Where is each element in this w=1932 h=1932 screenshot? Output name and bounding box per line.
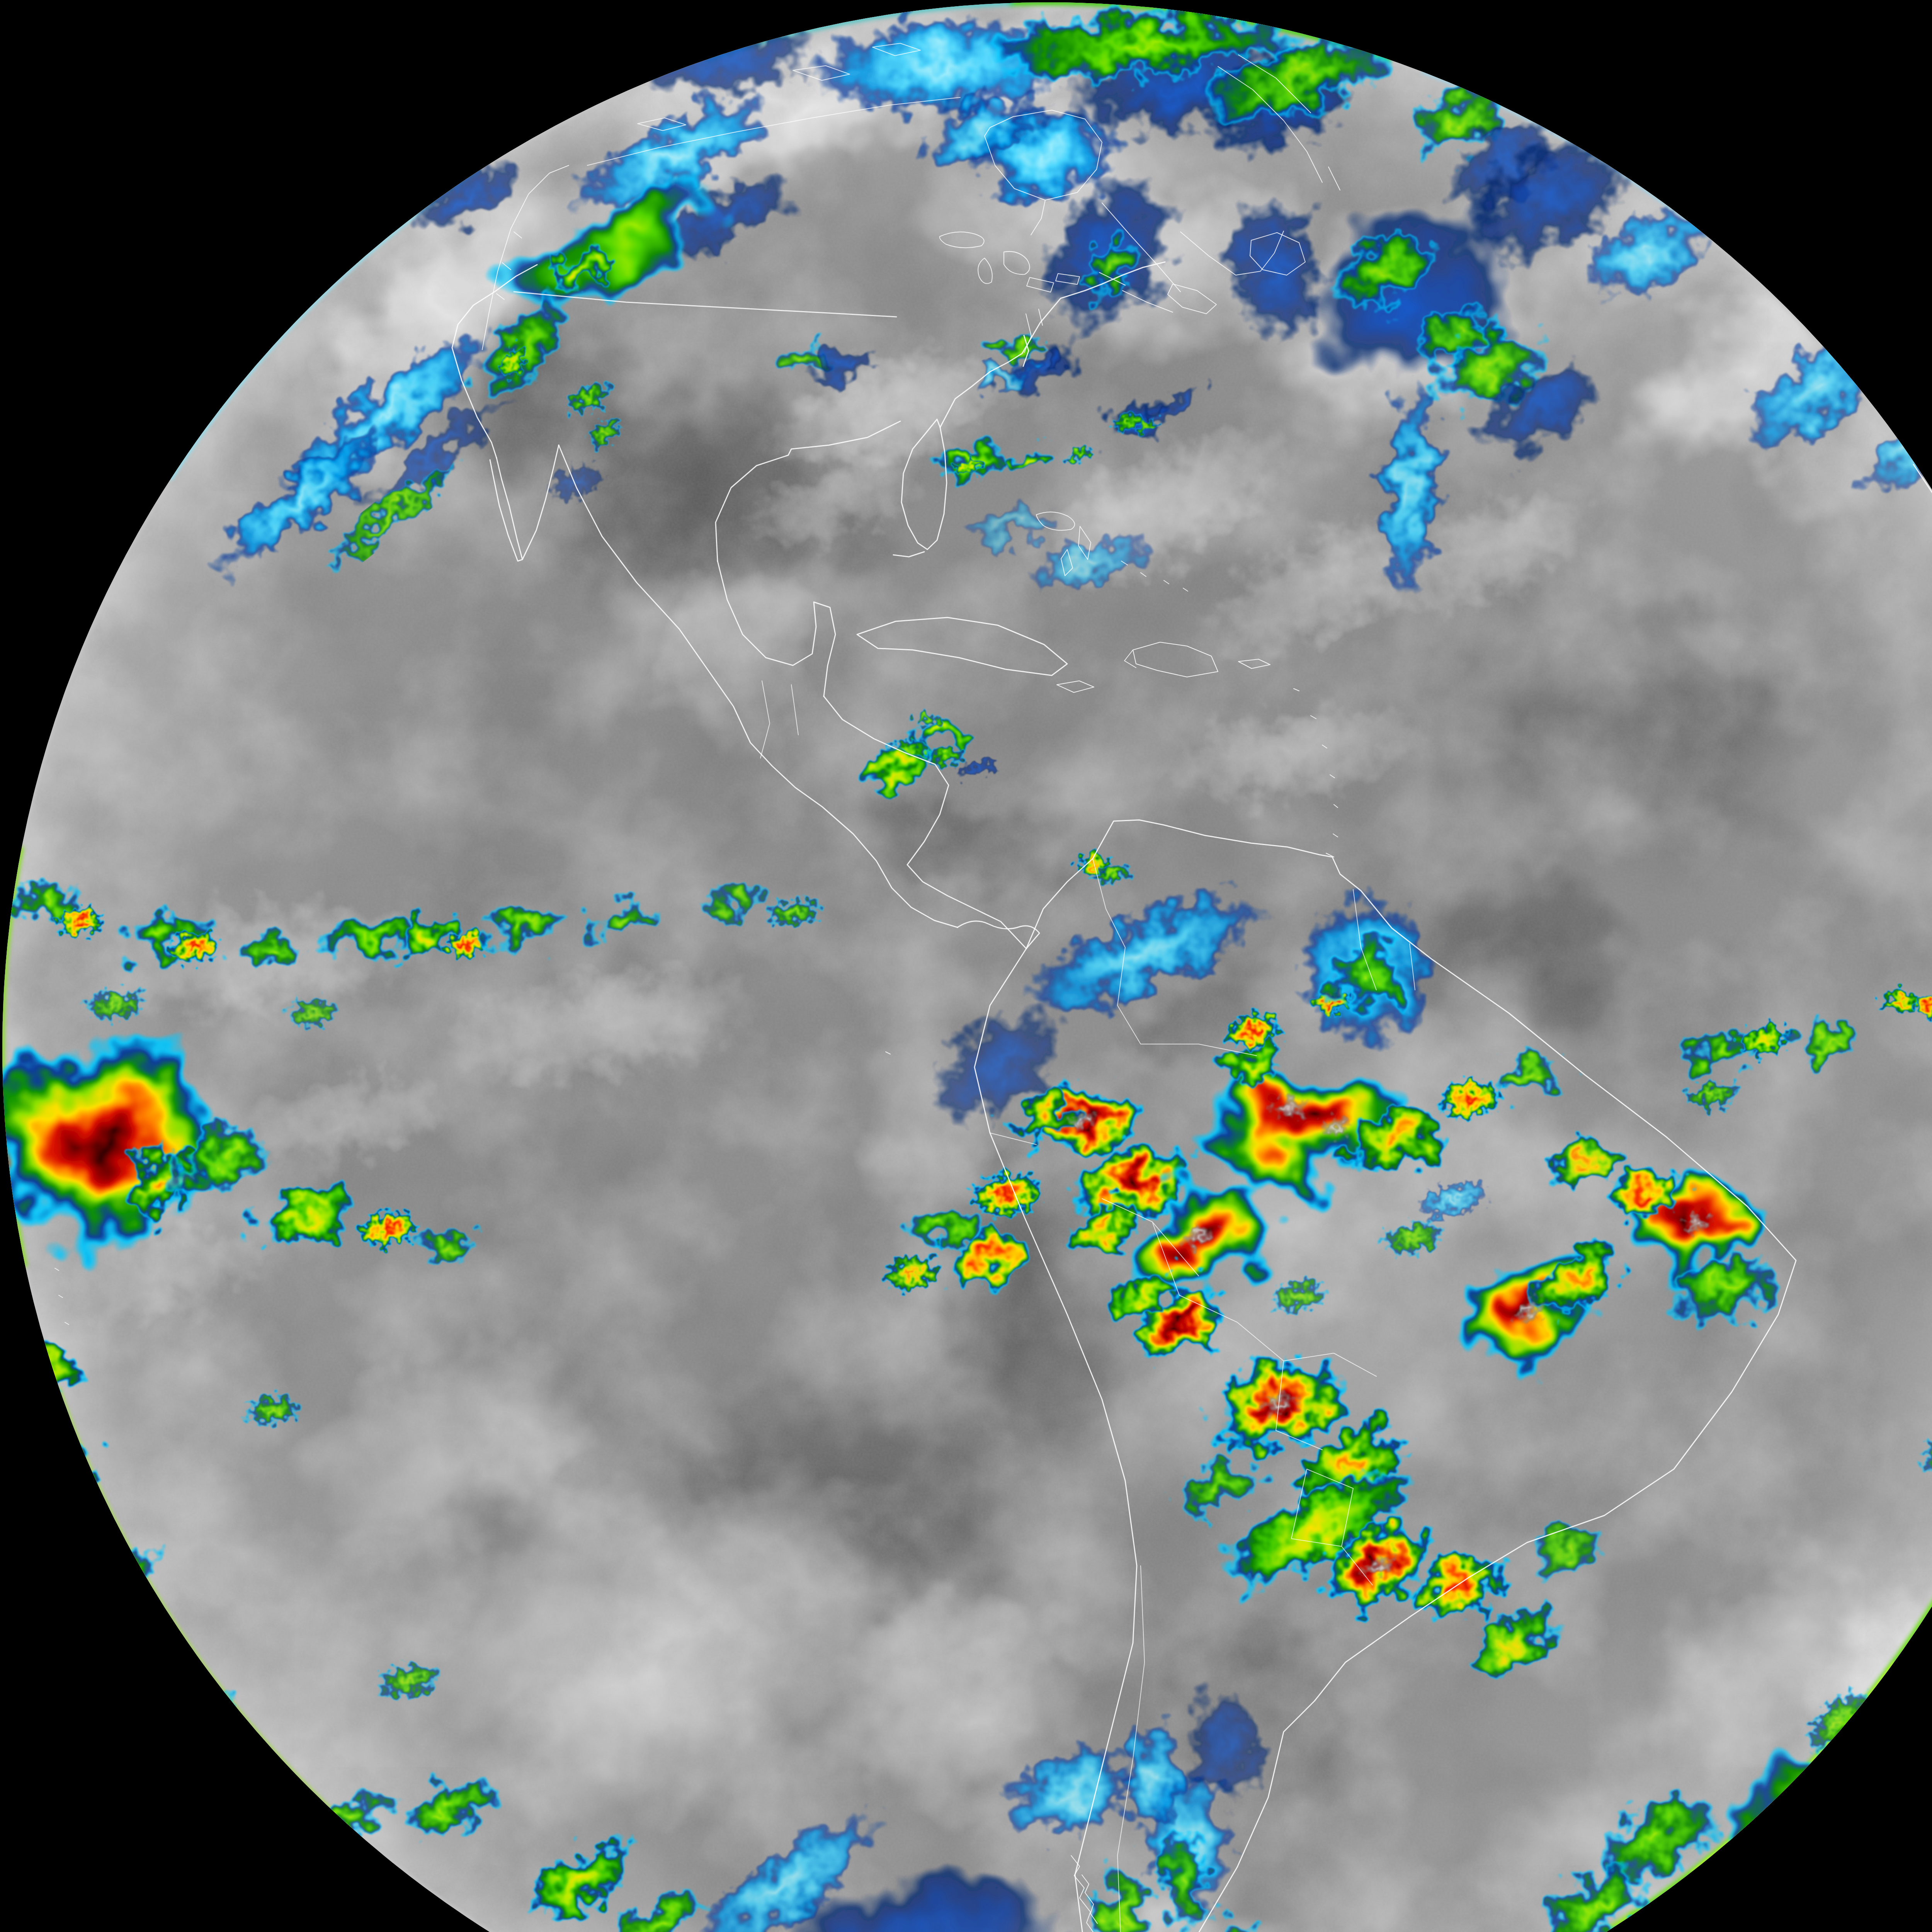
green-alaska-2	[354, 129, 449, 203]
green-left-4	[9, 1632, 88, 1691]
orange-se-limb-dot	[1770, 1792, 1811, 1836]
yellow-sw-2	[184, 1809, 299, 1900]
blue-arctic-left	[342, 55, 508, 177]
cyan-arctic-w2	[491, 4, 653, 88]
earth-disk-svg	[0, 0, 1932, 1932]
green-alaska-1	[268, 68, 412, 163]
satellite-full-disk-image	[0, 0, 1932, 1932]
